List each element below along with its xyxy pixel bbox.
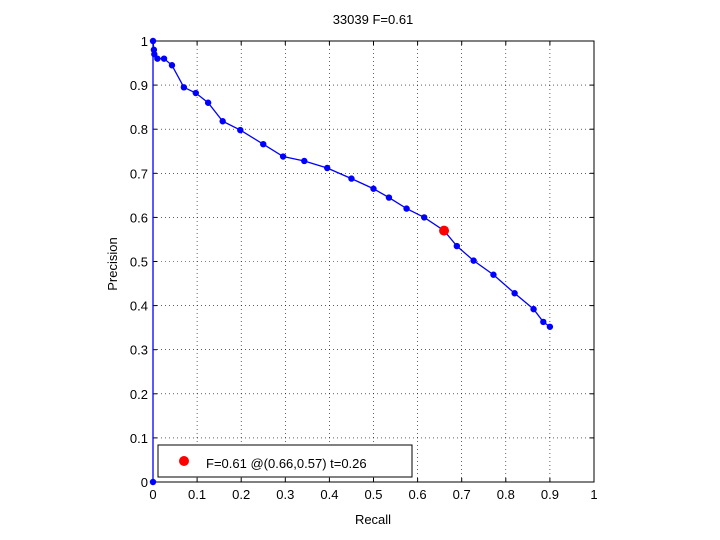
- x-tick-label: 0.6: [409, 487, 427, 502]
- data-point: [279, 153, 287, 160]
- data-point: [168, 62, 176, 69]
- data-point: [260, 140, 267, 148]
- best-f-point: [439, 225, 450, 236]
- data-point: [546, 323, 554, 330]
- data-point: [421, 214, 428, 221]
- axis-ticks: 0 0.1 0.2 0.3 0.4 0.5 0.6 0.7 0.8 0.9 1 0 0.1 0.2 0.3 0…: [130, 34, 598, 502]
- data-point: [149, 37, 157, 45]
- y-tick-label: 0.9: [130, 78, 148, 93]
- data-point: [403, 205, 410, 212]
- data-point: [540, 318, 547, 326]
- y-tick-label: 0.6: [130, 210, 148, 225]
- x-tick-label: 0.1: [188, 487, 206, 502]
- legend-box: [157, 444, 413, 478]
- data-point: [511, 290, 518, 297]
- y-tick-label: 0: [141, 475, 148, 490]
- y-axis-label: Precision: [105, 237, 120, 290]
- legend-label: F=0.61 @(0.66,0.57) t=0.26: [206, 456, 367, 471]
- series-line: [152, 40, 551, 482]
- y-tick-label: 1: [141, 34, 148, 49]
- x-tick-label: 0.8: [497, 487, 515, 502]
- data-point: [323, 164, 331, 172]
- data-point: [453, 242, 461, 250]
- y-tick-label: 0.5: [130, 255, 148, 270]
- x-tick-label: 1: [590, 487, 597, 502]
- legend-marker: [179, 456, 189, 466]
- data-point: [370, 185, 377, 192]
- x-tick-label: 0.3: [276, 487, 294, 502]
- data-point: [180, 84, 188, 91]
- x-tick-label: 0.4: [320, 487, 338, 502]
- data-point: [490, 271, 497, 278]
- y-tick-label: 0.8: [130, 122, 148, 137]
- x-tick-label: 0.9: [541, 487, 559, 502]
- data-point: [301, 157, 308, 165]
- data-point: [204, 99, 212, 106]
- x-tick-label: 0.2: [232, 487, 250, 502]
- best-point-layer: [439, 225, 450, 236]
- data-point: [160, 55, 168, 62]
- y-tick-label: 0.7: [130, 166, 148, 181]
- y-tick-label: 0.4: [130, 299, 148, 314]
- grid-lines: [153, 41, 594, 482]
- data-point: [237, 126, 244, 134]
- y-tick-label: 0.3: [130, 343, 148, 358]
- y-tick-label: 0.1: [130, 431, 148, 446]
- x-tick-label: 0.5: [364, 487, 382, 502]
- legend: F=0.61 @(0.66,0.57) t=0.26: [157, 444, 413, 478]
- x-axis-label: Recall: [355, 512, 391, 527]
- chart-title: 33039 F=0.61: [333, 12, 414, 27]
- data-series: [149, 37, 554, 486]
- y-tick-label: 0.2: [130, 387, 148, 402]
- x-tick-label: 0: [149, 487, 156, 502]
- data-point: [348, 175, 355, 182]
- data-point: [149, 478, 157, 486]
- data-point: [154, 55, 161, 62]
- data-point: [385, 194, 393, 201]
- data-point: [219, 118, 226, 125]
- data-point: [530, 305, 537, 313]
- x-tick-label: 0.7: [453, 487, 471, 502]
- data-point: [192, 89, 199, 97]
- data-point: [470, 257, 477, 264]
